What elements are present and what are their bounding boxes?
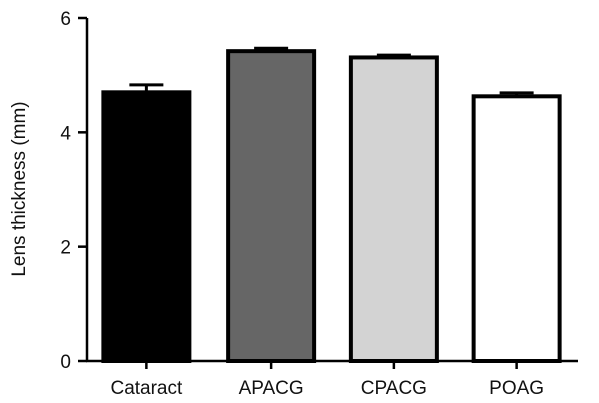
bars xyxy=(101,46,562,364)
x-tick-label: CPACG xyxy=(361,378,427,399)
y-tick-label: 0 xyxy=(60,352,71,373)
x-axis-labels: Cataract APACG CPACG POAG xyxy=(110,361,544,399)
y-axis-ticks: 0 2 4 6 xyxy=(60,9,87,373)
x-tick-label: APACG xyxy=(239,378,304,399)
y-tick-label: 4 xyxy=(60,123,71,144)
x-tick-label: Cataract xyxy=(110,378,183,399)
y-axis-title: Lens thickness (mm) xyxy=(9,101,30,276)
y-tick-label: 2 xyxy=(60,238,71,259)
bar-poag xyxy=(471,94,562,364)
bar-cataract xyxy=(101,90,192,363)
bar-cpacg xyxy=(348,55,439,363)
bar-apacg xyxy=(226,49,317,363)
x-tick-label: POAG xyxy=(489,378,544,399)
y-tick-label: 6 xyxy=(60,9,71,30)
